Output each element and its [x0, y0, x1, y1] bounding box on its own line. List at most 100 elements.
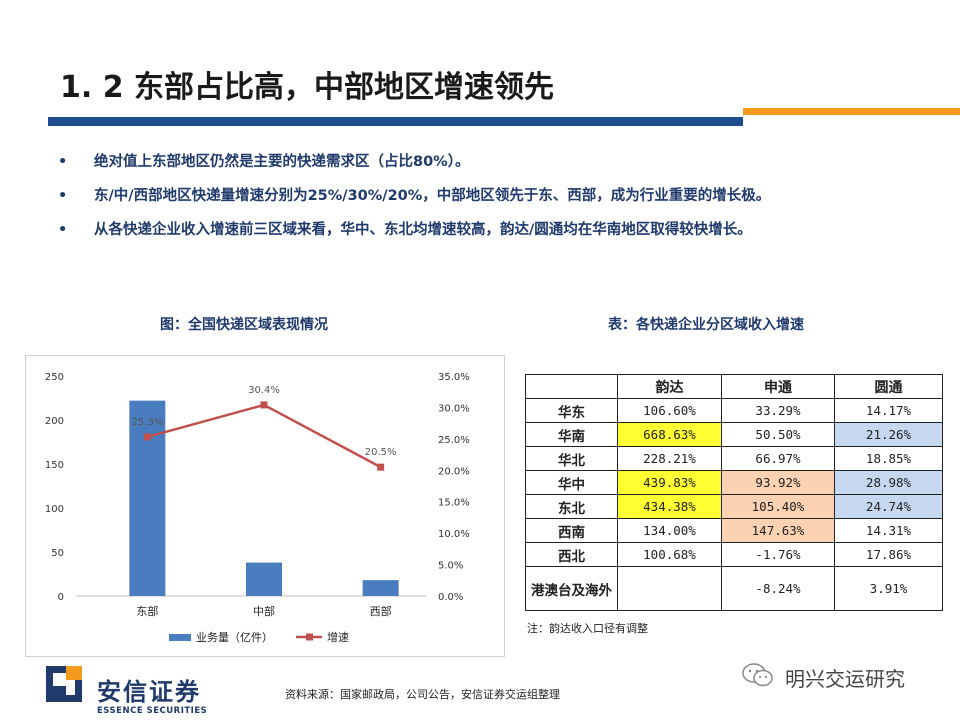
table-row: 西北 100.68% -1.76% 17.86% [525, 542, 943, 567]
table-value-cell [617, 566, 722, 611]
bullet-marker: • [58, 154, 68, 170]
bar-西部 [362, 580, 399, 596]
y-left-tick-label: 100 [45, 504, 64, 515]
table-region-cell: 东北 [525, 494, 618, 519]
table-row: 华中 439.83% 93.92% 28.98% [525, 470, 943, 495]
table-region-cell: 华北 [525, 446, 618, 471]
bullet-text: 从各快递企业收入增速前三区域来看，华中、东北均增速较高，韵达/圆通均在华南地区取… [94, 222, 752, 238]
logo-chinese-name: 安信证券 [97, 678, 201, 706]
bullet-item: • 从各快递企业收入增速前三区域来看，华中、东北均增速较高，韵达/圆通均在华南地区… [58, 220, 938, 254]
title-underline-orange [743, 108, 960, 115]
bullet-list: • 绝对值上东部地区仍然是主要的快递需求区（占比80%）。 • 东/中/西部地区快递… [58, 152, 938, 254]
table-region-cell: 西北 [525, 542, 618, 567]
legend-line-marker [306, 633, 313, 641]
table-region-cell: 华东 [525, 398, 618, 423]
table-value-cell: 33.29% [721, 398, 835, 423]
y-left-tick-label: 250 [45, 372, 64, 383]
bar-中部 [246, 562, 282, 596]
y-right-tick-label: 35.0% [438, 372, 470, 383]
table-value-cell: 100.68% [617, 542, 722, 567]
y-right-tick-label: 5.0% [438, 561, 463, 572]
y-right-tick-label: 10.0% [438, 529, 470, 540]
growth-data-label: 30.4% [248, 385, 280, 396]
y-right-tick-label: 20.0% [438, 466, 470, 477]
table-value-cell: 668.63% [617, 422, 722, 447]
table-row: 西南 134.00% 147.63% 14.31% [525, 518, 943, 543]
table-value-cell: 439.83% [617, 470, 722, 495]
y-left-tick-label: 50 [51, 548, 64, 559]
x-tick-label: 中部 [253, 604, 275, 618]
table-value-cell: 228.21% [617, 446, 722, 471]
table-header-row: 韵达 申通 圆通 [525, 374, 943, 399]
legend-line-label: 增速 [327, 630, 349, 644]
regional-chart: 250 200 150 100 50 0 35.0% 30.0% 25.0% 20.0% 15.0%… [45, 372, 470, 644]
bullet-item: • 绝对值上东部地区仍然是主要的快递需求区（占比80%）。 [58, 152, 938, 186]
table-row: 东北 434.38% 105.40% 24.74% [525, 494, 943, 519]
table-row: 华南 668.63% 50.50% 21.26% [525, 422, 943, 447]
table-value-cell: -1.76% [721, 542, 835, 567]
growth-point [143, 433, 151, 441]
bullet-text: 东/中/西部地区快递量增速分别为25%/30%/20%，中部地区领先于东、西部，… [94, 188, 771, 204]
table-region-cell: 华中 [525, 470, 618, 495]
chart-container: 250 200 150 100 50 0 35.0% 30.0% 25.0% 20.0% 15.0%… [25, 355, 505, 657]
table-note: 注：韵达收入口径有调整 [527, 622, 648, 635]
table-value-cell: -8.24% [721, 566, 835, 611]
table-row: 华北 228.21% 66.97% 18.85% [525, 446, 943, 471]
table-value-cell: 18.85% [834, 446, 943, 471]
table-value-cell: 17.86% [834, 542, 943, 567]
table-region-cell: 港澳台及海外 [525, 566, 618, 611]
legend-bar-swatch [169, 634, 191, 641]
x-tick-label: 西部 [370, 604, 392, 618]
table-value-cell: 434.38% [617, 494, 722, 519]
table-region-cell: 西南 [525, 518, 618, 543]
table-title: 表：各快递企业分区域收入增速 [608, 317, 804, 333]
wechat-account-name: 明兴交运研究 [785, 667, 905, 691]
table-value-cell: 66.97% [721, 446, 835, 471]
revenue-growth-table: 韵达 申通 圆通 华东 106.60% 33.29% 14.17% 华南 668.63% 50.5… [525, 374, 943, 611]
y-left-tick-label: 0 [58, 592, 64, 603]
bullet-text: 绝对值上东部地区仍然是主要的快递需求区（占比80%）。 [94, 154, 470, 170]
table-header-cell: 圆通 [834, 374, 943, 399]
y-right-tick-label: 25.0% [438, 435, 470, 446]
y-right-tick-label: 30.0% [438, 403, 470, 414]
bullet-item: • 东/中/西部地区快递量增速分别为25%/30%/20%，中部地区领先于东、西部… [58, 186, 938, 220]
table-header-cell: 韵达 [617, 374, 722, 399]
y-right-tick-label: 15.0% [438, 498, 470, 509]
growth-point [377, 463, 385, 471]
chart-title: 图：全国快递区域表现情况 [160, 317, 328, 333]
growth-line [147, 403, 382, 469]
bar-东部 [129, 400, 166, 596]
table-value-cell: 21.26% [834, 422, 943, 447]
page-title: 1. 2 东部占比高，中部地区增速领先 [60, 70, 555, 105]
table-value-cell: 3.91% [834, 566, 943, 611]
table-value-cell: 105.40% [721, 494, 835, 519]
growth-point [260, 401, 268, 409]
bullet-marker: • [58, 188, 68, 204]
bullet-marker: • [58, 222, 68, 238]
table-value-cell: 24.74% [834, 494, 943, 519]
essence-logo-icon [46, 666, 82, 702]
logo-english-name: ESSENCE SECURITIES [97, 706, 208, 716]
table-corner-cell [525, 374, 618, 399]
growth-data-label: 20.5% [365, 447, 397, 458]
table-row: 港澳台及海外 -8.24% 3.91% [525, 566, 943, 611]
table-header-cell: 申通 [721, 374, 835, 399]
y-left-tick-label: 150 [45, 460, 64, 471]
table-region-cell: 华南 [525, 422, 618, 447]
table-value-cell: 134.00% [617, 518, 722, 543]
title-underline-blue [48, 117, 743, 126]
y-left-tick-label: 200 [45, 416, 64, 427]
legend-bar-label: 业务量（亿件） [196, 631, 273, 644]
table-value-cell: 93.92% [721, 470, 835, 495]
source-text: 资料来源：国家邮政局，公司公告，安信证券交运组整理 [285, 688, 560, 701]
table-value-cell: 50.50% [721, 422, 835, 447]
table-value-cell: 14.17% [834, 398, 943, 423]
table-value-cell: 28.98% [834, 470, 943, 495]
table-row: 华东 106.60% 33.29% 14.17% [525, 398, 943, 423]
wechat-icon [742, 663, 773, 687]
table-value-cell: 147.63% [721, 518, 835, 543]
x-tick-label: 东部 [136, 604, 158, 618]
table-value-cell: 106.60% [617, 398, 722, 423]
growth-data-label: 25.3% [131, 417, 163, 428]
table-value-cell: 14.31% [834, 518, 943, 543]
